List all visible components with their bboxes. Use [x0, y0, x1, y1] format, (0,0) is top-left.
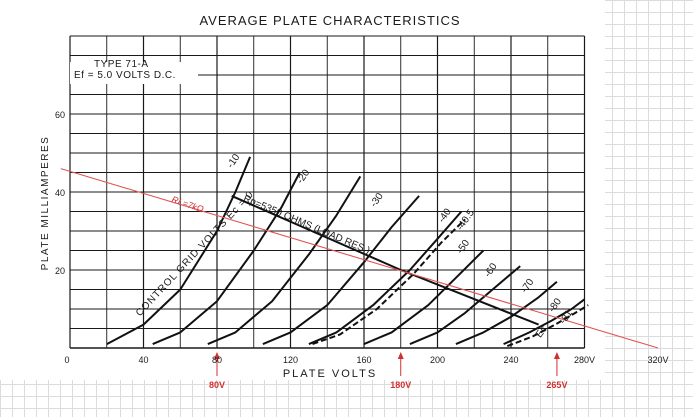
tube-type-label: TYPE 71-A [94, 59, 149, 70]
chart-title: AVERAGE PLATE CHARACTERISTICS [199, 13, 460, 28]
series-line [152, 172, 301, 346]
series-line [363, 249, 485, 346]
x-tick-label: 240 [503, 355, 518, 365]
series-line [106, 156, 252, 345]
x-tick-label: 160 [356, 355, 371, 365]
series-line [455, 280, 558, 346]
series-line [231, 194, 539, 326]
x-tick-label: 80 [212, 355, 222, 365]
series-line [312, 218, 466, 346]
y-axis-label: PLATE MILLIAMPERES [40, 136, 51, 271]
x-tick-label: 320V [647, 355, 668, 365]
series-line [207, 175, 362, 346]
series-line [503, 298, 586, 346]
series-line [506, 304, 589, 348]
tube-info-box: TYPE 71-A Ef = 5.0 VOLTS D.C. [70, 59, 198, 84]
x-tick-label: 280V [574, 355, 595, 365]
x-axis-label: PLATE VOLTS [283, 368, 377, 380]
marker-arrow-head [214, 352, 220, 359]
x-tick-label: 120 [283, 355, 298, 365]
x-tick-label: 200 [430, 355, 445, 365]
y-tick-label: 60 [55, 110, 65, 120]
marker-arrow-head [553, 352, 560, 359]
series-line [60, 168, 659, 349]
marker-label: 265V [546, 380, 567, 390]
marker-arrow-head [397, 352, 404, 359]
filament-voltage-label: Ef = 5.0 VOLTS D.C. [74, 70, 176, 81]
y-tick-label: 40 [55, 188, 65, 198]
series-line [409, 265, 521, 346]
series-line [262, 195, 420, 346]
curve-label: Ec [534, 324, 550, 340]
y-tick-label: 20 [55, 266, 65, 276]
marker-label: 180V [390, 380, 411, 390]
series-line [308, 210, 463, 346]
marker-label: 80V [209, 380, 225, 390]
x-tick-label: 0 [64, 355, 69, 365]
x-tick-label: 40 [138, 355, 148, 365]
